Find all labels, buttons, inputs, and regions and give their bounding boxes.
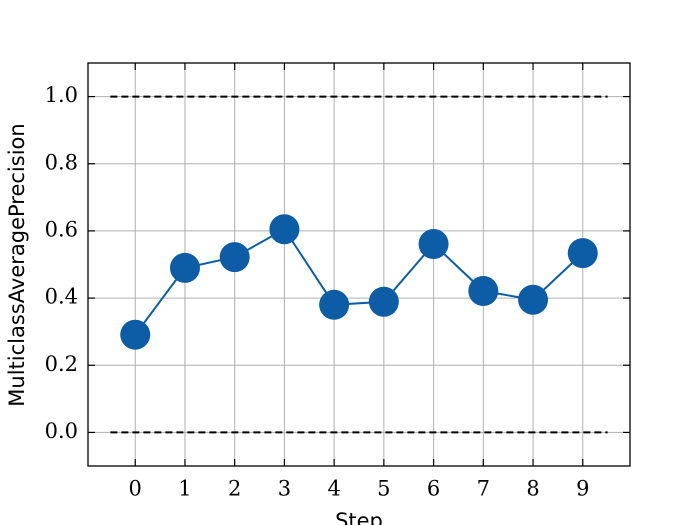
- y-tick-label: 0.4: [45, 285, 78, 309]
- x-tick-label: 8: [526, 477, 539, 501]
- x-tick-label: 2: [228, 477, 241, 501]
- point: [219, 242, 250, 273]
- y-tick-label: 0.8: [45, 150, 78, 174]
- point: [368, 286, 399, 317]
- marks: [110, 95, 608, 434]
- y-tick-label: 1.0: [45, 83, 78, 107]
- point: [169, 252, 200, 283]
- x-tick-label: 5: [377, 477, 390, 501]
- y-axis-label: MulticlassAveragePrecision: [5, 123, 29, 406]
- point: [418, 229, 449, 260]
- point: [518, 284, 549, 315]
- x-tick-label: 1: [178, 477, 191, 501]
- x-tick-label: 9: [576, 477, 589, 501]
- point: [120, 319, 151, 350]
- x-tick-label: 6: [427, 477, 440, 501]
- grid: [88, 63, 630, 466]
- series-line: [134, 227, 584, 336]
- y-tick-label: 0.0: [45, 419, 78, 443]
- y-tick-label: 0.6: [45, 217, 78, 241]
- y-tick-label: 0.2: [45, 352, 78, 376]
- plot-frame: [87, 62, 631, 467]
- x-tick-label: 3: [278, 477, 291, 501]
- x-tick-label: 4: [327, 477, 340, 501]
- point: [319, 289, 350, 320]
- point: [468, 276, 499, 307]
- point: [567, 238, 598, 269]
- x-tick-label: 0: [129, 477, 142, 501]
- x-axis-label: Step: [335, 509, 383, 525]
- x-tick-label: 7: [477, 477, 490, 501]
- point: [269, 214, 300, 245]
